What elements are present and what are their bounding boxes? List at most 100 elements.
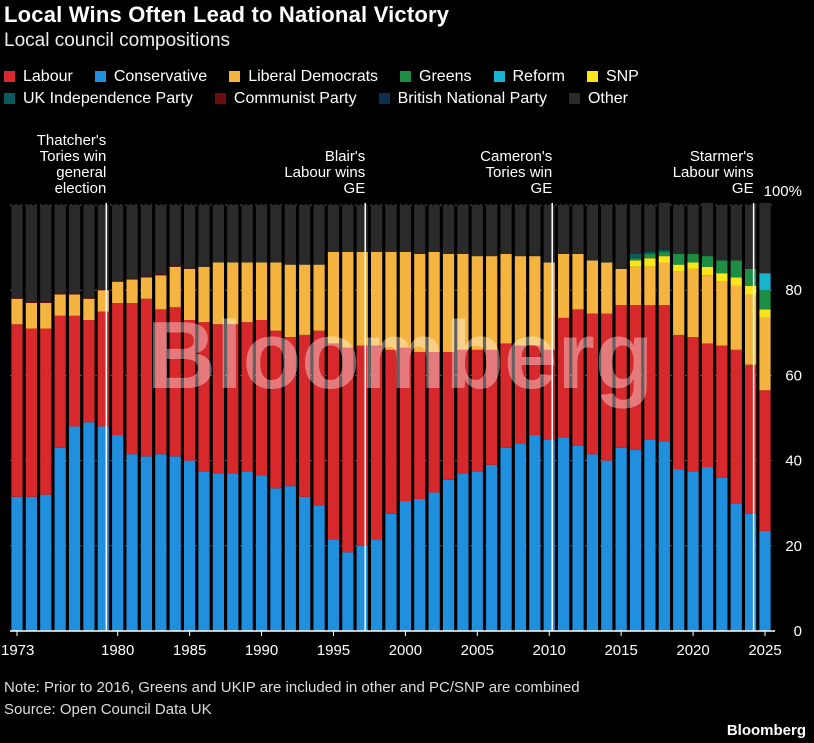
x-tick-label: 1995: [317, 642, 350, 659]
y-tick-label: 100%: [764, 183, 802, 200]
bar-segment-snp-2016: [629, 260, 642, 267]
bar-segment-other-2020: [687, 205, 699, 254]
bar-segment-liberal-democrats-1991: [270, 262, 282, 331]
bar-segment-other-2018: [658, 202, 670, 250]
bar-segment-other-2002: [428, 205, 440, 252]
bar-segment-other-2025: [759, 202, 771, 274]
bar-segment-other-2019: [673, 205, 685, 254]
bar-segment-labour-1977: [68, 315, 81, 427]
bar-segment-labour-1975: [40, 328, 52, 495]
event-annotation-1997: Blair's Labour wins GE: [284, 148, 365, 197]
bar-segment-labour-2002: [428, 351, 440, 493]
bar-segment-other-2007: [500, 205, 512, 254]
legend-label: Communist Party: [233, 90, 357, 107]
bar-segment-liberal-democrats-1988: [227, 262, 239, 325]
bar-segment-labour-2008: [514, 345, 527, 444]
bar-segment-conservative-2009: [529, 435, 541, 631]
bar-segment-liberal-democrats-1998: [371, 251, 383, 346]
legend-swatch: [94, 71, 106, 82]
bar-segment-liberal-democrats-2020: [687, 268, 699, 338]
bar-segment-conservative-1978: [83, 422, 95, 631]
bar-segment-labour-2003: [442, 351, 455, 480]
bar-segment-snp-2021: [701, 266, 714, 276]
bar-segment-conservative-1994: [313, 505, 325, 631]
bar-segment-other-2023: [730, 205, 742, 261]
bar-segment-other-2014: [601, 205, 613, 263]
chart-title: Local Wins Often Lead to National Victor…: [4, 2, 450, 27]
bar-segment-conservative-2014: [601, 460, 613, 631]
bar-segment-conservative-1993: [299, 496, 311, 631]
bar-segment-greens-2016: [629, 258, 642, 261]
bar-segment-snp-2025: [759, 309, 771, 318]
bar-segment-liberal-democrats-1997: [356, 251, 368, 346]
bar-segment-conservative-1986: [198, 471, 210, 631]
bar-segment-other-1977: [68, 205, 81, 294]
bars: [11, 202, 771, 631]
bar-segment-conservative-2011: [558, 437, 570, 631]
bar-segment-greens-2024: [745, 268, 757, 286]
bar-segment-liberal-democrats-1976: [54, 294, 66, 316]
legend-item-conservative: Conservative: [94, 66, 208, 88]
bar-segment-conservative-1997: [356, 545, 368, 631]
bar-segment-communist-party-1982: [140, 276, 153, 278]
bar-segment-other-2006: [486, 205, 498, 257]
bar-segment-communist-party-1983: [155, 274, 167, 276]
x-tick-label: 2020: [676, 642, 709, 659]
bar-segment-other-2000: [399, 205, 411, 252]
bar-segment-greens-2023: [730, 260, 742, 278]
bar-segment-liberal-democrats-2006: [486, 256, 498, 350]
legend-label: Conservative: [113, 68, 208, 85]
bar-segment-conservative-1976: [54, 447, 66, 631]
bar-segment-labour-2001: [414, 351, 426, 499]
bar-segment-labour-1974: [25, 328, 37, 497]
bar-segment-liberal-democrats-1985: [184, 268, 196, 321]
bar-segment-conservative-2000: [399, 501, 411, 631]
bar-segment-other-1979: [97, 205, 109, 290]
bar-segment-conservative-1977: [68, 426, 81, 631]
bar-segment-labour-2009: [529, 345, 541, 436]
bar-segment-conservative-2013: [586, 454, 598, 631]
bar-segment-liberal-democrats-1995: [327, 251, 340, 344]
bar-segment-uk-independence-party-2018: [658, 249, 670, 252]
bar-segment-uk-independence-party-2017: [644, 251, 656, 254]
event-annotation-1979: Thatcher's Tories win general election: [37, 132, 107, 197]
bar-segment-liberal-democrats-2019: [673, 271, 685, 335]
bar-segment-liberal-democrats-2022: [716, 281, 728, 346]
bar-segment-greens-2022: [716, 260, 728, 274]
bar-segment-labour-1991: [270, 330, 282, 489]
bar-segment-liberal-democrats-1974: [25, 302, 37, 329]
legend-swatch: [4, 71, 15, 82]
legend-label: Liberal Democrats: [248, 68, 379, 85]
bar-segment-labour-2012: [572, 309, 584, 446]
bar-segment-other-1983: [155, 205, 167, 275]
bar-segment-labour-2025: [759, 390, 771, 531]
bar-segment-liberal-democrats-1990: [255, 262, 268, 321]
bar-segment-liberal-democrats-1973: [11, 298, 23, 325]
bar-segment-liberal-democrats-2021: [701, 275, 714, 344]
bar-segment-liberal-democrats-2002: [428, 251, 440, 352]
legend-label: Reform: [512, 68, 565, 85]
bar-segment-other-1989: [241, 205, 253, 263]
chart-subtitle: Local council compositions: [4, 30, 231, 51]
bar-segment-liberal-democrats-2000: [399, 251, 411, 348]
bar-segment-other-1991: [270, 205, 282, 263]
bar-segment-labour-2015: [615, 305, 627, 448]
y-tick-label: 20: [785, 538, 802, 555]
legend-label: Other: [587, 90, 628, 107]
bar-segment-snp-2022: [716, 273, 728, 282]
legend-swatch: [214, 93, 226, 104]
bar-segment-labour-2010: [543, 349, 555, 440]
bar-segment-greens-2020: [687, 253, 699, 263]
bar-segment-conservative-1974: [25, 496, 37, 631]
bar-segment-other-1987: [212, 205, 224, 263]
bar-segment-conservative-2019: [673, 469, 685, 631]
bar-segment-labour-1981: [126, 302, 138, 455]
bar-segment-conservative-1979: [97, 426, 109, 631]
bar-segment-reform-2025: [759, 273, 771, 291]
bar-segment-other-1992: [284, 205, 296, 265]
watermark-logo: Bloomberg: [147, 302, 654, 409]
bar-segment-labour-1980: [112, 302, 124, 436]
bar-segment-greens-2021: [701, 256, 714, 267]
bar-segment-liberal-democrats-1992: [284, 264, 296, 338]
bar-segment-other-1998: [371, 205, 383, 252]
